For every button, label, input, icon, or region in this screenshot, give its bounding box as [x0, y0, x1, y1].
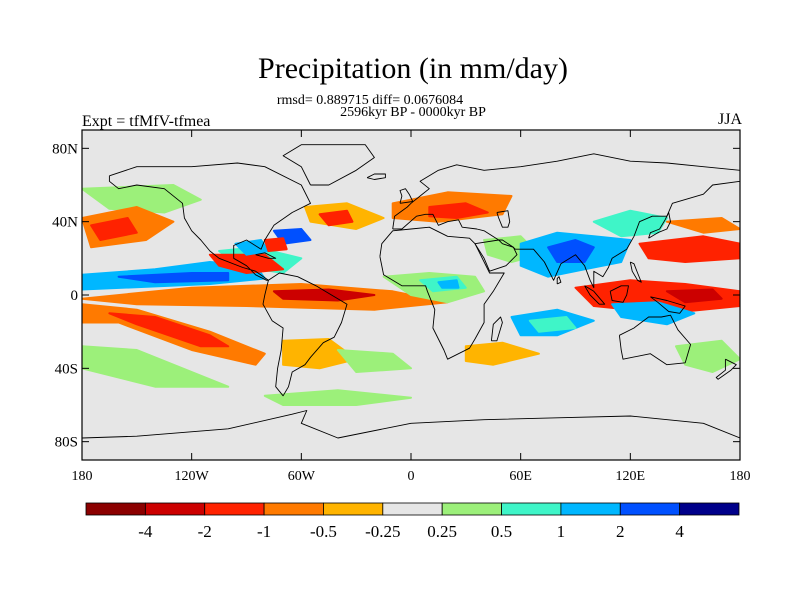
colorbar-swatch — [501, 502, 562, 516]
coastline-greenland — [282, 144, 375, 186]
coastline-eurasia — [392, 153, 740, 289]
coastline-sumatra — [584, 285, 606, 305]
lat-label: 0 — [71, 288, 79, 304]
colorbar-label: -2 — [198, 522, 212, 541]
colorbar-swatch — [619, 502, 681, 516]
anomaly-s-pacific-green — [82, 345, 230, 388]
colorbar-label: -1 — [257, 522, 271, 541]
anomaly-nw-pacific-red — [638, 235, 740, 263]
coastline-uk — [399, 188, 414, 204]
lat-label: 40N — [52, 215, 78, 231]
coastline-north-america — [108, 162, 311, 281]
colorbar-swatch — [204, 502, 265, 516]
lat-label: 80S — [55, 435, 78, 451]
coastline-cuba — [255, 252, 277, 259]
lon-label: 180 — [730, 469, 751, 484]
coastline-new-zealand — [715, 358, 737, 380]
coastline-iceland — [366, 173, 386, 180]
anomaly-eq-atlantic-red — [272, 288, 376, 302]
anomaly-maritime-darkred — [665, 288, 723, 304]
lon-label: 180 — [72, 469, 93, 484]
colorbar-swatch — [323, 502, 384, 516]
lon-label: 60W — [288, 469, 316, 484]
anomaly-southern-ocean-green — [263, 389, 412, 406]
anomaly-nw-pacific-orange — [665, 217, 740, 234]
coastline-philippines — [629, 261, 642, 283]
colorbar-label: -0.25 — [365, 522, 400, 541]
coastline-caspian-sea — [496, 210, 511, 228]
anomaly-s-america-orange — [282, 338, 358, 370]
anomaly-s-atlantic-green — [336, 349, 412, 373]
colorbar-swatch — [382, 502, 443, 516]
coastline-africa — [379, 226, 505, 360]
stats-label: rmsd= 0.889715 diff= 0.0676084 — [276, 93, 464, 108]
anomaly-w-pacific-blue — [611, 301, 696, 326]
anomaly-west-atlantic-red — [263, 237, 288, 252]
precip-anomaly-layer — [82, 184, 740, 406]
anomaly-s-pacific-w-green — [675, 339, 740, 373]
coastline-new-guinea — [650, 296, 686, 314]
anomaly-s-indian-orange — [464, 341, 540, 366]
colorbar-label: 0.25 — [427, 522, 457, 541]
season-label: JJA — [717, 111, 742, 128]
coastline-australia — [618, 314, 692, 366]
colorbar: -4 -2 -1 -0.5 -0.25 0.25 0.5 1 2 4 — [85, 502, 740, 541]
coastline-south-america — [262, 272, 348, 397]
colorbar-swatch — [263, 502, 324, 516]
lat-label: 40S — [55, 361, 78, 377]
anomaly-asia-monsoon-dark — [547, 239, 595, 263]
colorbar-label: -0.5 — [310, 522, 337, 541]
colorbar-label: 2 — [616, 522, 625, 541]
anomaly-asia-teal — [592, 209, 668, 238]
colorbar-swatch — [679, 502, 740, 516]
coastline-sri-lanka — [556, 276, 562, 285]
colorbar-label: 4 — [675, 522, 684, 541]
anomaly-n-pacific-red — [90, 217, 138, 241]
coastline-antarctica — [82, 410, 740, 439]
coastline-japan — [648, 212, 671, 239]
colorbar-swatch — [560, 502, 621, 516]
period-label: 2596kyr BP - 0000kyr BP — [340, 105, 486, 120]
anomaly-pacific-itcz-darkblue — [117, 272, 230, 284]
anomaly-s-pacific-red-core — [108, 312, 230, 348]
coastline-borneo — [609, 285, 629, 303]
colorbar-swatch — [441, 502, 502, 516]
lon-label: 60E — [509, 469, 532, 484]
colorbar-label: -4 — [138, 522, 153, 541]
colorbar-swatch — [85, 502, 146, 516]
experiment-label: Expt = tfMfV-tfmea — [82, 113, 211, 130]
coastline-madagascar — [490, 316, 503, 342]
anomaly-indian-ocean-teal — [528, 316, 577, 333]
lon-label: 120W — [175, 469, 210, 484]
colorbar-label: 0.5 — [491, 522, 512, 541]
axis-ticks: 80N 40N 0 40S 80S 180 120W 60W 0 60E 120E 180 — [52, 130, 751, 484]
lon-label: 120E — [616, 469, 646, 484]
colorbar-swatch — [144, 502, 206, 516]
lon-label: 0 — [408, 469, 415, 484]
page-title: Precipitation (in mm/day) — [258, 52, 568, 85]
colorbar-label: 1 — [557, 522, 566, 541]
coastline-layer — [82, 144, 740, 439]
coastline-arabia — [474, 239, 518, 272]
anomaly-north-atlantic-red — [318, 209, 354, 227]
anomaly-africa-blue — [437, 279, 460, 289]
lat-label: 80N — [52, 141, 78, 157]
